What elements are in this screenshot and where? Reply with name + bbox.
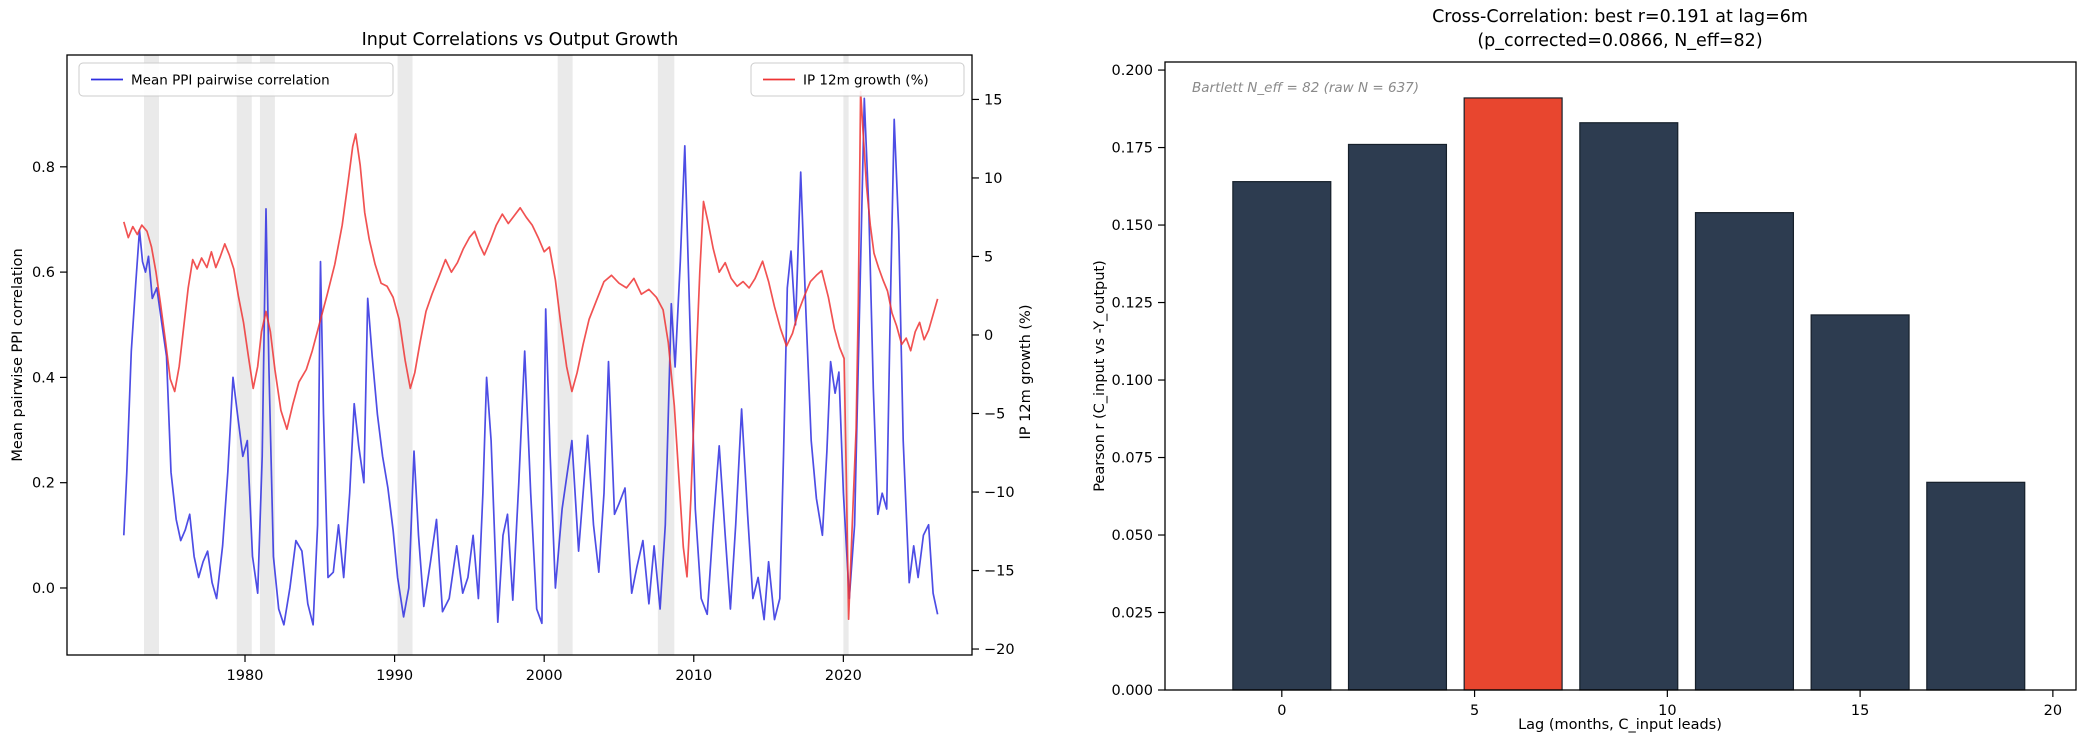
- x-tick-label: 2020: [825, 668, 862, 684]
- timeseries-chart: 1980 1990 2000 2010 2020 0.0 0.2 0.4 0.6 0.8 15 10 5…: [10, 30, 1034, 684]
- y-tick-label-left: 0.0: [32, 581, 55, 597]
- blue-series-line: [122, 97, 939, 626]
- x-tick-label: 0: [1277, 703, 1286, 719]
- y-tick-label: 0.150: [1111, 218, 1153, 234]
- legend-box: [750, 62, 965, 97]
- y-tick-label-right: −20: [984, 642, 1015, 658]
- bars: [1232, 97, 2026, 691]
- legend-label-red: IP 12m growth (%): [803, 73, 929, 89]
- x-tick-label: 20: [2044, 703, 2062, 719]
- bar-lag-6: [1463, 97, 1563, 691]
- x-tick-label: 2010: [675, 668, 712, 684]
- bar-lag-0: [1232, 181, 1332, 691]
- bar-lag-3: [1347, 143, 1448, 691]
- x-tick-label: 10: [1658, 703, 1676, 719]
- y-tick-label-right: −15: [984, 564, 1015, 580]
- y-tick-label: 0.175: [1111, 141, 1153, 157]
- y-tick-label-right: −10: [984, 485, 1015, 501]
- y-tick-label: 0.075: [1111, 451, 1153, 467]
- bar-lag-18: [1926, 481, 2026, 691]
- plot-frame: [1164, 61, 2077, 691]
- recession-band: [843, 55, 849, 655]
- chart-title-line1: Cross-Correlation: best r=0.191 at lag=6…: [1432, 7, 1808, 27]
- chart-title-line2: (p_corrected=0.0866, N_eff=82): [1477, 31, 1762, 51]
- legend-blue: Mean PPI pairwise correlation: [78, 62, 394, 97]
- y-tick-label-right: −5: [984, 406, 1005, 422]
- axis-ticks: 1980 1990 2000 2010 2020 0.0 0.2 0.4 0.6 0.8 15 10 5…: [32, 92, 1015, 684]
- x-tick-label: 1980: [227, 668, 264, 684]
- legend-box: [78, 62, 394, 97]
- crosscorrelation-bar-chart: 0 5 10 15 20 0.000 0.025 0.050 0.075 0.100 0.125 0.…: [1092, 7, 2077, 733]
- chart-title: Input Correlations vs Output Growth: [362, 30, 679, 50]
- plot-frame: [66, 54, 973, 656]
- x-tick-label: 1990: [376, 668, 413, 684]
- y-tick-label-right: 5: [984, 249, 993, 265]
- y-tick-label-right: 15: [984, 92, 1002, 108]
- series-lines: [122, 90, 939, 626]
- x-tick-label: 2000: [526, 668, 563, 684]
- bartlett-annotation: Bartlett N_eff = 82 (raw N = 637): [1192, 80, 1419, 96]
- x-tick-label: 5: [1470, 703, 1479, 719]
- y-tick-label-left: 0.8: [32, 160, 55, 176]
- recession-band: [259, 55, 275, 655]
- y-axis-label-left: Mean pairwise PPI correlation: [10, 248, 26, 461]
- recession-band: [236, 55, 252, 655]
- y-axis-label-right: IP 12m growth (%): [1018, 305, 1034, 440]
- y-tick-label-right: 10: [984, 171, 1002, 187]
- y-tick-label: 0.050: [1111, 528, 1153, 544]
- red-series-line: [122, 90, 939, 621]
- y-tick-label-left: 0.4: [32, 370, 55, 386]
- y-tick-label-left: 0.6: [32, 265, 55, 281]
- legend-red: IP 12m growth (%): [750, 62, 965, 97]
- y-tick-label: 0.200: [1111, 63, 1153, 79]
- y-axis-label: Pearson r (C_input vs -Y_output): [1092, 260, 1108, 492]
- x-tick-label: 15: [1851, 703, 1869, 719]
- x-axis-label: Lag (months, C_input leads): [1518, 717, 1722, 733]
- y-tick-label-left: 0.2: [32, 476, 55, 492]
- legend-label-blue: Mean PPI pairwise correlation: [131, 73, 330, 89]
- y-tick-label-right: 0: [984, 328, 993, 344]
- recession-band: [657, 55, 675, 655]
- recession-band: [144, 55, 159, 655]
- bar-lag-9: [1579, 122, 1679, 691]
- y-tick-label: 0.025: [1111, 606, 1153, 622]
- bar-lag-12: [1694, 212, 1795, 691]
- axis-ticks: 0 5 10 15 20 0.000 0.025 0.050 0.075 0.100 0.125 0.…: [1111, 63, 2062, 719]
- bar-lag-15: [1810, 314, 1910, 691]
- y-tick-label: 0.100: [1111, 373, 1153, 389]
- y-tick-label: 0.125: [1111, 296, 1153, 312]
- y-tick-label: 0.000: [1111, 683, 1153, 699]
